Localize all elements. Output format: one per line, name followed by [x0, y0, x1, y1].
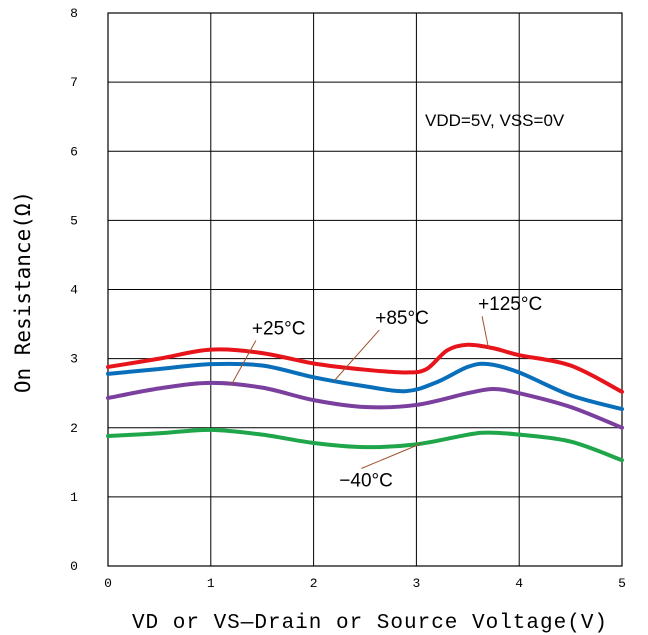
plot-frame	[107, 12, 623, 567]
y-tick-label: 8	[70, 6, 78, 21]
annotation-leader	[481, 316, 489, 348]
grid	[108, 13, 622, 566]
y-axis-label: On Resistance(Ω)	[11, 191, 35, 393]
series-label: −40°C	[339, 471, 393, 492]
y-tick-labels: 0 1 2 3 4 5 6 7 8	[70, 6, 78, 574]
x-tick-label: 3	[412, 576, 420, 591]
series-line	[106, 342, 624, 394]
x-tick-labels: 0 1 2 3 4 5	[104, 576, 626, 591]
series-label: +85°C	[375, 308, 429, 329]
y-tick-label: 0	[70, 559, 78, 574]
condition-label: VDD=5V, VSS=0V	[425, 111, 565, 130]
annotation-leader	[230, 340, 257, 385]
x-tick-label: 0	[104, 576, 112, 591]
y-tick-label: 1	[70, 490, 78, 505]
series-label: +25°C	[252, 318, 306, 339]
series-line	[106, 380, 624, 430]
series-line	[106, 361, 624, 412]
y-tick-label: 2	[70, 421, 78, 436]
x-tick-label: 1	[207, 576, 215, 591]
x-tick-label: 5	[618, 576, 626, 591]
y-tick-label: 5	[70, 213, 78, 228]
x-tick-label: 4	[515, 576, 523, 591]
annotation-leader	[333, 329, 380, 382]
series-line	[106, 427, 624, 463]
y-tick-label: 4	[70, 283, 78, 298]
annotations: +125°C +85°C +25°C −40°C	[230, 294, 542, 492]
x-axis-label: VD or VS—Drain or Source Voltage(V)	[132, 612, 608, 635]
series-lines	[106, 342, 624, 463]
x-tick-label: 2	[310, 576, 318, 591]
annotation-leader	[361, 442, 422, 469]
y-tick-label: 3	[70, 352, 78, 367]
series-label: +125°C	[478, 294, 542, 315]
y-tick-label: 6	[70, 144, 78, 159]
y-tick-label: 7	[70, 75, 78, 90]
